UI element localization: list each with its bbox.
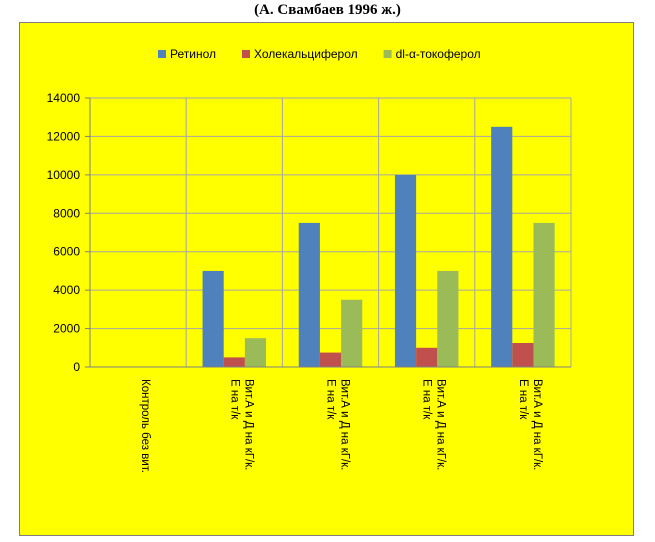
- grid: [89, 97, 572, 368]
- x-category-label: Вит.А и Д на кГ/к.: [435, 379, 447, 470]
- legend-swatch: [158, 50, 166, 58]
- bar: [223, 357, 245, 367]
- bar: [533, 222, 555, 367]
- chart-frame: Ретинол Холекальциферол dl-α-токоферол 0 20…: [19, 22, 634, 536]
- chart-header-note: (А. Свамбаев 1996 ж.): [254, 2, 401, 18]
- bar: [319, 352, 342, 367]
- bar: [244, 338, 267, 367]
- bar: [298, 222, 320, 367]
- y-tick-label: 2000: [53, 322, 80, 336]
- x-category-label: Вит.А и Д на кГ/к.: [242, 379, 254, 470]
- x-category-label: Е на т/к: [517, 379, 529, 420]
- y-tick-label: 0: [73, 360, 80, 374]
- legend-entry: dl-α-токоферол: [396, 47, 481, 61]
- y-tick-label: 6000: [53, 245, 80, 259]
- bar: [491, 126, 513, 367]
- bars: [202, 126, 555, 367]
- x-category-label: Вит.А и Д на кГ/к.: [339, 379, 351, 470]
- bar: [512, 342, 534, 367]
- x-category-label: Е на т/к: [421, 379, 433, 420]
- legend-swatch: [242, 50, 250, 58]
- bar: [394, 174, 417, 367]
- bar: [341, 299, 363, 367]
- x-category-label: Е на т/к: [325, 379, 337, 420]
- bar-chart: Ретинол Холекальциферол dl-α-токоферол 0 20…: [47, 47, 572, 473]
- y-tick-label: 12000: [47, 129, 81, 143]
- y-tick-label: 14000: [47, 91, 81, 105]
- bar: [437, 270, 459, 367]
- bar: [202, 270, 224, 367]
- legend-entry: Ретинол: [170, 47, 216, 61]
- legend-swatch: [383, 50, 392, 58]
- y-tick-label: 10000: [47, 168, 81, 182]
- y-tick-label: 4000: [53, 283, 80, 297]
- x-category-label: Контроль без вит.: [139, 379, 151, 473]
- x-category-label: Вит.А и Д на кГ/к.: [531, 379, 543, 470]
- legend-entry: Холекальциферол: [254, 47, 358, 61]
- y-axis: 0 2000 4000 6000 8000 10000 12000 14000: [47, 91, 91, 374]
- y-tick-label: 8000: [53, 206, 80, 220]
- legend: Ретинол Холекальциферол dl-α-токоферол: [158, 47, 481, 61]
- bar: [416, 347, 438, 367]
- x-category-label: Е на т/к: [228, 379, 240, 420]
- x-axis: Контроль без вит. Вит.А и Д на кГ/к.Е на …: [90, 366, 571, 473]
